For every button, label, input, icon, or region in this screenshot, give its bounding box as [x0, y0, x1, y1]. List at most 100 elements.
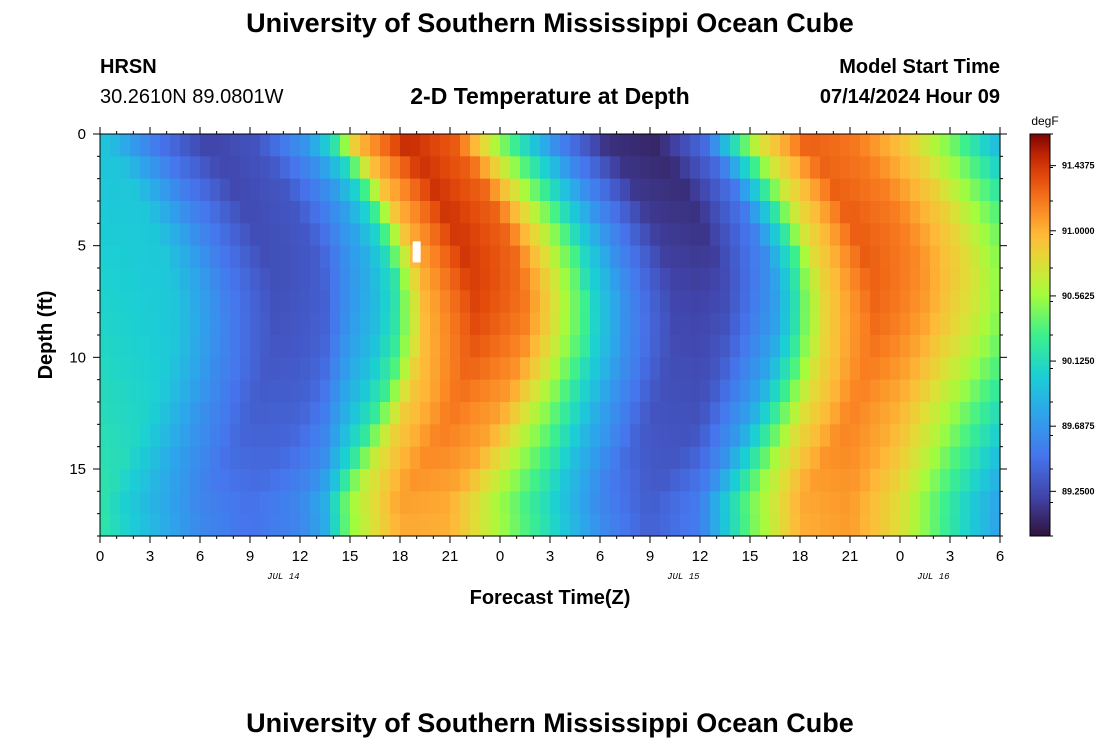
heatmap-cell	[960, 469, 971, 492]
heatmap-cell	[210, 513, 221, 537]
heatmap-cell	[350, 156, 361, 180]
heatmap-cell	[490, 402, 501, 425]
heatmap-cell	[160, 178, 171, 202]
heatmap-cell	[610, 134, 621, 157]
heatmap-cell	[380, 379, 391, 403]
heatmap-cell	[550, 268, 561, 291]
heatmap-cell	[970, 223, 981, 247]
heatmap-cell	[890, 312, 901, 336]
heatmap-cell	[170, 513, 181, 537]
heatmap-cell	[230, 245, 241, 269]
heatmap-cell	[530, 446, 541, 470]
heatmap-cell	[990, 513, 1001, 537]
heatmap-cell	[730, 491, 741, 515]
heatmap-cell	[730, 446, 741, 470]
heatmap-cell	[190, 268, 201, 291]
heatmap-cell	[200, 335, 211, 358]
heatmap-cell	[170, 178, 181, 202]
heatmap-cell	[410, 513, 421, 537]
heatmap-cell	[380, 268, 391, 291]
heatmap-cell	[870, 402, 881, 425]
heatmap-cell	[590, 268, 601, 291]
heatmap-cell	[100, 201, 111, 224]
heatmap-cell	[640, 178, 651, 202]
heatmap-cell	[570, 178, 581, 202]
heatmap-cell	[490, 268, 501, 291]
heatmap-cell	[650, 268, 661, 291]
heatmap-cell	[310, 513, 321, 537]
heatmap-cell	[550, 424, 561, 448]
heatmap-cell	[140, 178, 151, 202]
heatmap-cell	[720, 446, 731, 470]
heatmap-cell	[190, 379, 201, 403]
heatmap-cell	[660, 290, 671, 314]
heatmap-cell	[790, 491, 801, 515]
heatmap-cell	[420, 312, 431, 336]
heatmap-cell	[110, 134, 121, 157]
heatmap-cell	[210, 245, 221, 269]
heatmap-cell	[640, 513, 651, 537]
heatmap-cell	[230, 491, 241, 515]
heatmap-cell	[150, 491, 161, 515]
heatmap-cell	[390, 156, 401, 180]
heatmap-cell	[840, 491, 851, 515]
heatmap-cell	[240, 402, 251, 425]
heatmap-cell	[590, 223, 601, 247]
heatmap-cell	[150, 469, 161, 492]
heatmap-cell	[390, 201, 401, 224]
heatmap-cell	[230, 156, 241, 180]
heatmap-cell	[660, 402, 671, 425]
heatmap-cell	[540, 268, 551, 291]
heatmap-cell	[170, 245, 181, 269]
heatmap-cell	[600, 156, 611, 180]
heatmap-cell	[800, 424, 811, 448]
heatmap-cell	[560, 469, 571, 492]
heatmap-cell	[170, 491, 181, 515]
heatmap-cell	[290, 178, 301, 202]
heatmap-cell	[680, 513, 691, 537]
heatmap-cell	[610, 201, 621, 224]
heatmap-cell	[710, 446, 721, 470]
heatmap-cell	[750, 312, 761, 336]
heatmap-cell	[620, 469, 631, 492]
heatmap-cell	[120, 446, 131, 470]
heatmap-cell	[290, 357, 301, 381]
heatmap-cell	[900, 513, 911, 537]
heatmap-cell	[900, 223, 911, 247]
heatmap-cell	[220, 469, 231, 492]
heatmap-cell	[890, 268, 901, 291]
heatmap-cell	[640, 156, 651, 180]
heatmap-cell	[760, 245, 771, 269]
heatmap-cell	[340, 312, 351, 336]
heatmap-cell	[290, 312, 301, 336]
heatmap-cell	[530, 178, 541, 202]
heatmap-cell	[990, 312, 1001, 336]
heatmap-cell	[560, 268, 571, 291]
heatmap-cell	[500, 335, 511, 358]
heatmap-cell	[400, 469, 411, 492]
heatmap-cell	[500, 245, 511, 269]
heatmap-cell	[920, 178, 931, 202]
heatmap-cell	[580, 178, 591, 202]
heatmap-cell	[830, 245, 841, 269]
heatmap-cell	[650, 513, 661, 537]
heatmap-cell	[690, 201, 701, 224]
heatmap-cell	[150, 201, 161, 224]
x-date-label: JUL 16	[917, 572, 950, 582]
heatmap-cell	[910, 402, 921, 425]
heatmap-cell	[340, 245, 351, 269]
heatmap-cell	[870, 245, 881, 269]
heatmap-cell	[280, 223, 291, 247]
heatmap-cell	[350, 513, 361, 537]
heatmap-cell	[380, 290, 391, 314]
heatmap-cell	[400, 268, 411, 291]
heatmap-cell	[510, 156, 521, 180]
heatmap-cell	[700, 446, 711, 470]
heatmap-cell	[440, 424, 451, 448]
heatmap-cell	[390, 245, 401, 269]
heatmap-cell	[540, 178, 551, 202]
heatmap-cell	[640, 268, 651, 291]
heatmap-cell	[260, 178, 271, 202]
heatmap-cell	[450, 491, 461, 515]
heatmap-cell	[120, 290, 131, 314]
